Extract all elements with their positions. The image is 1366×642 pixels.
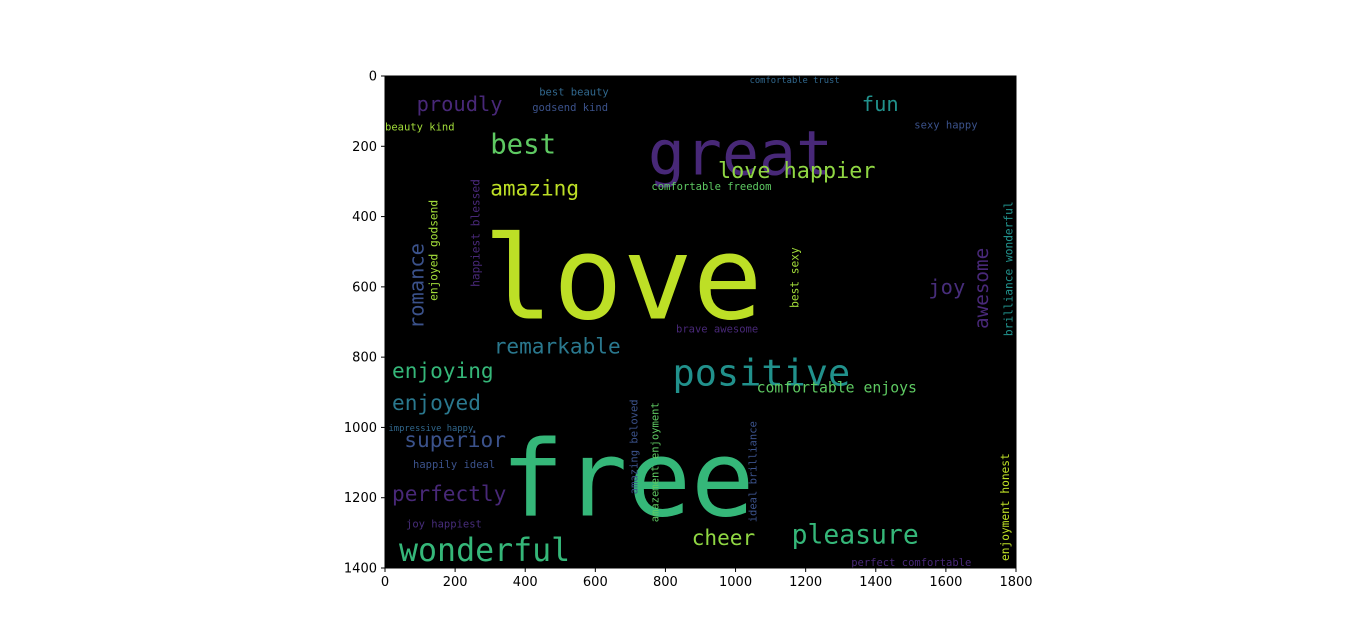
y-tick-label: 600 [352, 280, 377, 295]
y-tick-label: 0 [369, 70, 377, 85]
word-great: great [648, 117, 833, 189]
x-tick-label: 1600 [929, 575, 962, 590]
y-tick-label: 1000 [344, 421, 377, 436]
word-enjoyed-godsend: enjoyed godsend [428, 200, 441, 301]
word-comfortable-trust: comfortable trust [750, 76, 840, 86]
plot-frame [384, 75, 1017, 569]
word-happiest-blessed: happiest blessed [470, 179, 483, 287]
word-perfect-comfortable: perfect comfortable [851, 557, 971, 569]
word-superior: superior [404, 427, 506, 452]
word-love: love [483, 212, 762, 347]
y-tick-label: 200 [352, 140, 377, 155]
word-love-happier: love happier [718, 159, 875, 184]
word-awesome: awesome [970, 248, 993, 329]
word-ideal-brilliance: ideal brilliance [748, 421, 760, 522]
word-wonderful: wonderful [399, 533, 570, 569]
word-romance: romance [405, 243, 429, 329]
word-amazing: amazing [490, 176, 579, 201]
word-best: best [490, 129, 556, 160]
word-comfortable-freedom: comfortable freedom [651, 181, 771, 193]
word-beauty-kind: beauty kind [385, 122, 455, 134]
word-best-sexy: best sexy [789, 247, 802, 308]
word-free: free [501, 417, 755, 540]
words-layer: love free great positive wonderful pleasure be… [385, 76, 1016, 569]
word-brave-awesome: brave awesome [676, 324, 758, 336]
word-amazing-beloved: amazing beloved [628, 399, 640, 494]
x-tick-label: 400 [513, 575, 538, 590]
word-best-beauty: best beauty [539, 86, 609, 98]
x-tick-label: 600 [583, 575, 608, 590]
word-brilliance-wonderful: brilliance wonderful [1003, 201, 1016, 336]
word-positive: positive [673, 351, 851, 394]
word-sexy-happy: sexy happy [914, 120, 977, 132]
x-tick-label: 0 [381, 575, 389, 590]
word-enjoying: enjoying [392, 358, 494, 383]
x-tick-label: 1200 [789, 575, 822, 590]
word-perfectly: perfectly [392, 481, 506, 506]
word-joy: joy [928, 275, 965, 299]
word-cheer: cheer [692, 525, 756, 550]
word-comfortable-enjoys: comfortable enjoys [757, 379, 917, 396]
word-enjoyment-honest: enjoyment honest [999, 453, 1012, 561]
y-tick-label: 1400 [344, 562, 377, 577]
word-enjoyed: enjoyed [392, 390, 481, 415]
word-fun: fun [862, 92, 899, 116]
y-tick-label: 1200 [344, 491, 377, 506]
y-tick-label: 800 [352, 351, 377, 366]
x-tick-label: 800 [653, 575, 678, 590]
word-remarkable: remarkable [494, 334, 621, 359]
y-axis: 0 200 400 600 800 1000 1200 1400 [344, 70, 385, 577]
x-axis: 0 200 400 600 800 1000 1200 1400 1600 1800 [381, 568, 1033, 590]
x-tick-label: 1000 [719, 575, 752, 590]
x-tick-label: 1400 [859, 575, 892, 590]
plot-area-background [385, 76, 1016, 568]
y-tick-label: 400 [352, 210, 377, 225]
word-pleasure: pleasure [792, 519, 919, 550]
word-happily-ideal: happily ideal [413, 459, 495, 471]
word-godsend-kind: godsend kind [532, 102, 608, 114]
word-joy-happiest: joy happiest [406, 519, 482, 531]
x-tick-label: 1800 [999, 575, 1032, 590]
x-tick-label: 200 [443, 575, 468, 590]
word-proudly: proudly [417, 92, 503, 116]
word-impressive-happy: impressive happy [389, 424, 474, 434]
word-amazement-enjoyment: amazement enjoyment [649, 402, 661, 522]
